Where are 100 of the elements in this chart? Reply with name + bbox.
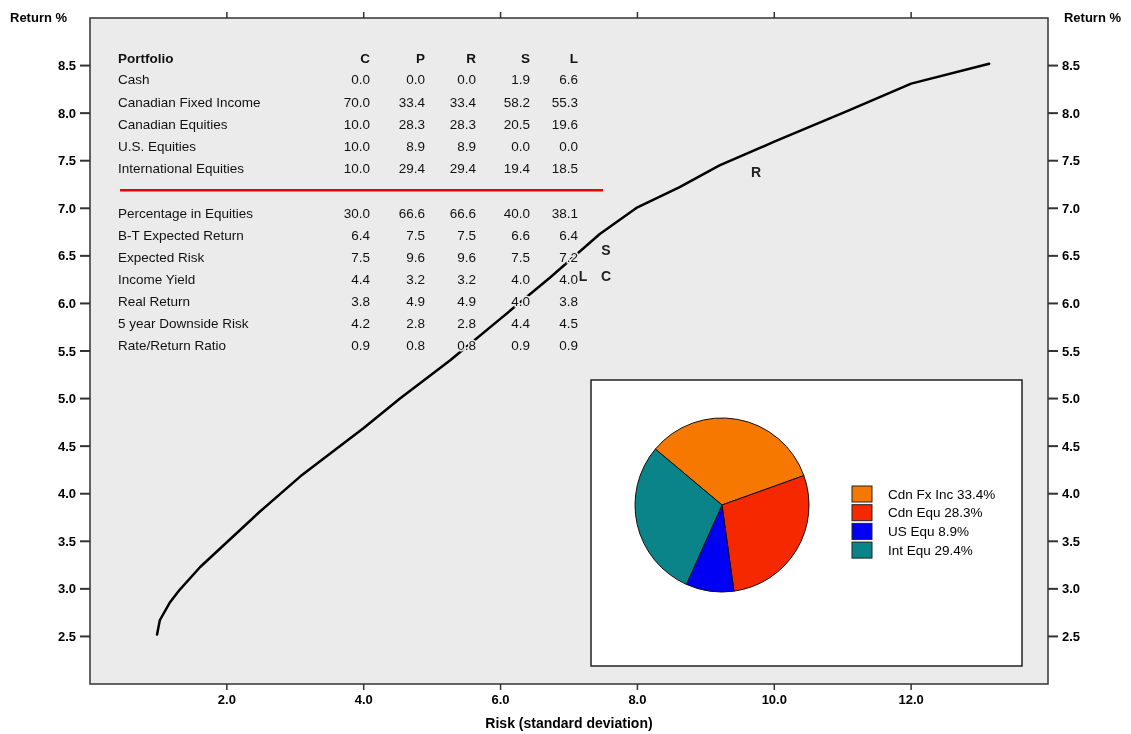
- category-label: U.S. Equities: [118, 138, 197, 154]
- legend-label: Cdn Equ 28.3%: [888, 505, 983, 521]
- y2-tick-label: 5.0: [1062, 391, 1081, 407]
- category-label: Canadian Fixed Income: [118, 94, 261, 110]
- category-label: B-T Expected Return: [118, 227, 244, 243]
- y2-tick-label: 2.5: [1062, 628, 1081, 644]
- category-label: Cash: [118, 71, 150, 87]
- text: Portfolio: [118, 50, 174, 66]
- data-label: 9.6: [457, 249, 476, 265]
- data-label: 2.8: [406, 315, 425, 331]
- y-tick-label: 4.5: [57, 438, 76, 454]
- data-label: 18.5: [551, 160, 578, 176]
- y-tick-label: 6.0: [57, 295, 76, 311]
- data-label: 6.6: [511, 227, 530, 243]
- x-tick-label: 2.0: [217, 692, 236, 707]
- legend-label: US Equ 8.9%: [888, 524, 970, 540]
- data-label: 10.0: [343, 160, 370, 176]
- data-label: 7.5: [457, 227, 476, 243]
- category-label: Income Yield: [118, 271, 196, 287]
- text: C: [360, 50, 371, 66]
- data-label: 29.4: [398, 160, 426, 176]
- data-label: 0.8: [406, 337, 425, 353]
- data-label: 4.9: [406, 293, 425, 309]
- data-label: 8.9: [406, 138, 425, 154]
- y-tick-label: 5.0: [57, 391, 76, 407]
- y-tick-label: 8.0: [57, 105, 76, 121]
- y2-tick-label: 8.0: [1062, 105, 1081, 121]
- data-label: 55.3: [551, 94, 578, 110]
- x-tick-label: 12.0: [898, 692, 924, 707]
- category-label: Rate/Return Ratio: [118, 337, 227, 353]
- data-label: 0.0: [457, 71, 476, 87]
- data-label: 0.0: [406, 71, 425, 87]
- data-label: 58.2: [503, 94, 530, 110]
- category-label: 5 year Downside Risk: [118, 315, 249, 331]
- text: P: [415, 50, 425, 66]
- text: L: [569, 50, 578, 66]
- data-label: 66.6: [398, 205, 425, 221]
- annotation: L: [578, 267, 588, 284]
- data-label: 33.4: [449, 94, 477, 110]
- data-label: 4.9: [457, 293, 476, 309]
- y-tick-label: 5.5: [57, 343, 76, 359]
- x-tick-label: 4.0: [354, 692, 373, 707]
- legend-label: Int Equ 29.4%: [888, 542, 973, 558]
- category-label: Percentage in Equities: [118, 205, 254, 221]
- data-label: 4.4: [351, 271, 371, 287]
- category-label: International Equities: [118, 160, 245, 176]
- data-label: 40.0: [503, 205, 530, 221]
- data-label: 29.4: [449, 160, 477, 176]
- x-tick-label: 8.0: [628, 692, 647, 707]
- category-label: Canadian Equities: [118, 116, 228, 132]
- category-label: Expected Risk: [118, 249, 205, 265]
- data-label: 3.2: [406, 271, 425, 287]
- y-tick-label: 6.5: [57, 248, 76, 264]
- data-label: 6.4: [559, 227, 579, 243]
- y2-tick-label: 5.5: [1062, 343, 1081, 359]
- data-label: 6.4: [351, 227, 371, 243]
- y-axis-title: Return %: [10, 10, 68, 25]
- y2-tick-label: 4.5: [1062, 438, 1081, 454]
- data-label: 66.6: [449, 205, 476, 221]
- y2-tick-label: 6.5: [1062, 248, 1081, 264]
- y2-tick-label: 3.5: [1062, 533, 1081, 549]
- data-label: 0.0: [351, 71, 370, 87]
- y2-tick-label: 7.5: [1062, 153, 1081, 169]
- x-tick-label: 10.0: [761, 692, 787, 707]
- data-label: 0.9: [511, 337, 530, 353]
- data-label: 7.5: [351, 249, 370, 265]
- y-tick-label: 4.0: [57, 486, 76, 502]
- data-label: 4.5: [559, 315, 578, 331]
- y2-tick-label: 4.0: [1062, 486, 1081, 502]
- data-label: 30.0: [343, 205, 370, 221]
- data-label: 7.5: [406, 227, 425, 243]
- data-label: 28.3: [449, 116, 476, 132]
- data-label: 10.0: [343, 138, 370, 154]
- data-label: 4.0: [559, 271, 578, 287]
- data-label: 6.6: [559, 71, 578, 87]
- annotation: S: [601, 241, 611, 258]
- data-label: 3.8: [351, 293, 370, 309]
- data-label: 33.4: [398, 94, 426, 110]
- data-label: 7.5: [511, 249, 530, 265]
- x-axis-title: Risk (standard deviation): [485, 715, 653, 731]
- data-label: 8.9: [457, 138, 476, 154]
- legend-label: Cdn Fx Inc 33.4%: [888, 486, 996, 502]
- x-tick-label: 6.0: [491, 692, 510, 707]
- y-tick-label: 3.0: [57, 581, 76, 597]
- data-label: 0.9: [351, 337, 370, 353]
- data-label: 0.0: [559, 138, 578, 154]
- data-label: 70.0: [343, 94, 370, 110]
- annotation: C: [600, 267, 612, 284]
- text: S: [520, 50, 530, 66]
- data-label: 0.0: [511, 138, 530, 154]
- y2-tick-label: 3.0: [1062, 581, 1081, 597]
- y-tick-label: 3.5: [57, 533, 76, 549]
- y-tick-label: 7.5: [57, 153, 76, 169]
- y2-tick-label: 7.0: [1062, 200, 1081, 216]
- data-label: 10.0: [343, 116, 370, 132]
- data-label: 20.5: [503, 116, 530, 132]
- y2-tick-label: 8.5: [1062, 58, 1081, 74]
- y-tick-label: 2.5: [57, 628, 76, 644]
- y2-tick-label: 6.0: [1062, 295, 1081, 311]
- data-label: 19.6: [551, 116, 578, 132]
